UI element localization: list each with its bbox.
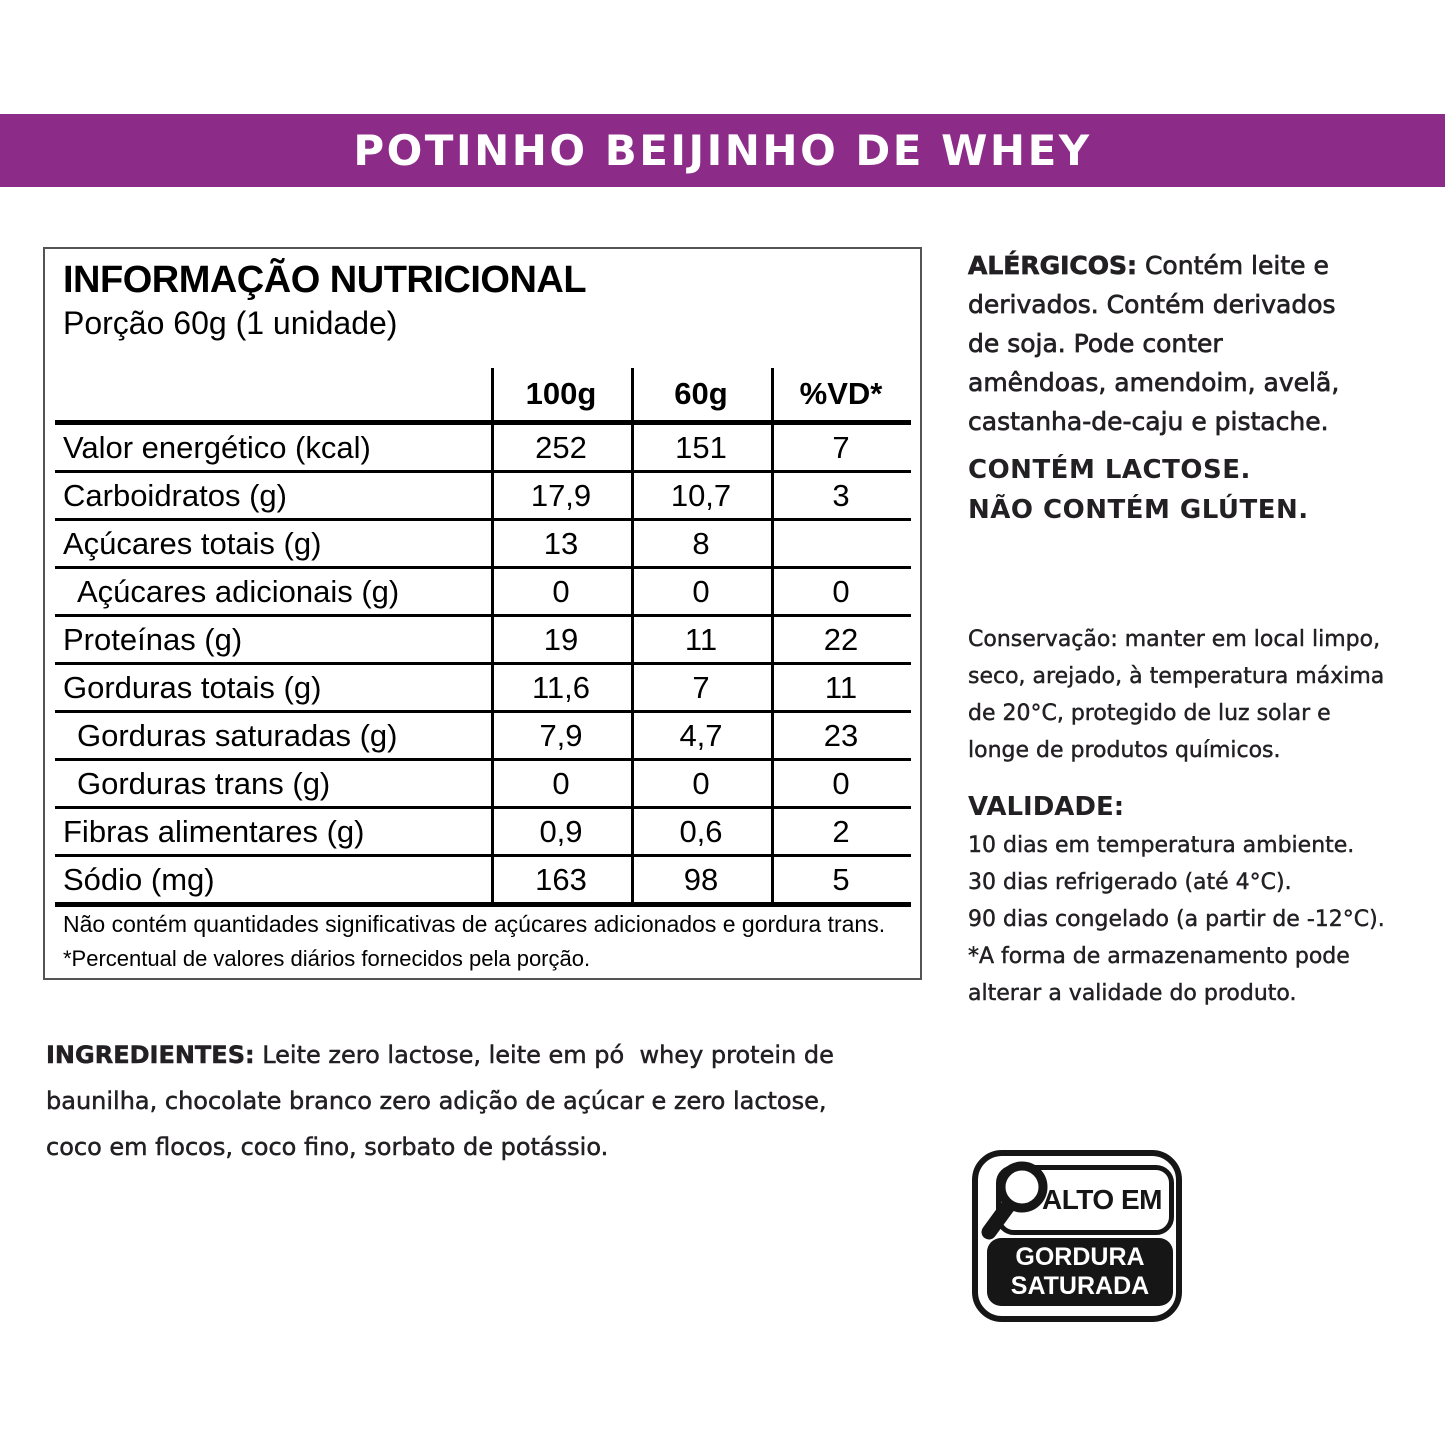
validity-section: VALIDADE: 10 dias em temperatura ambient… xyxy=(968,787,1385,1012)
table-header-row: 100g 60g %VD* xyxy=(55,368,911,425)
value-100g: 163 xyxy=(535,861,587,897)
table-row: Açúcares adicionais (g) 0 0 0 xyxy=(55,569,911,617)
value-100g: 252 xyxy=(535,429,587,465)
value-100g: 0 xyxy=(552,765,570,801)
value-vd: 0 xyxy=(832,765,850,801)
validity-line: *A forma de armazenamento pode xyxy=(968,944,1350,969)
value-vd: 0 xyxy=(832,573,850,609)
table-row: Valor energético (kcal) 252 151 7 xyxy=(55,425,911,473)
allergens-line: derivados. Contém derivados xyxy=(968,290,1336,320)
gordura-saturada-box: GORDURA SATURADA xyxy=(987,1238,1173,1306)
product-banner: POTINHO BEIJINHO DE WHEY xyxy=(0,114,1445,187)
table-row: Fibras alimentares (g) 0,9 0,6 2 xyxy=(55,809,911,857)
value-60g: 11 xyxy=(684,621,718,657)
ingredients-section: INGREDIENTES: Leite zero lactose, leite … xyxy=(46,1032,834,1170)
allergens-line: de soja. Pode conter xyxy=(968,329,1223,359)
allergens-section: ALÉRGICOS: Contém leite e derivados. Con… xyxy=(968,246,1340,441)
allergens-label: ALÉRGICOS: xyxy=(968,251,1138,281)
magnifier-icon xyxy=(981,1161,1048,1240)
lactose-gluten-section: CONTÉM LACTOSE. NÃO CONTÉM GLÚTEN. xyxy=(968,450,1309,530)
conservation-line: seco, arejado, à temperatura máxima xyxy=(968,664,1385,689)
table-row: Proteínas (g) 19 11 22 xyxy=(55,617,911,665)
value-60g: 4,7 xyxy=(679,717,723,753)
value-vd: 11 xyxy=(824,669,858,705)
value-60g: 0 xyxy=(692,765,710,801)
nutrient-label: Valor energético (kcal) xyxy=(63,429,371,465)
gluten-free-text: NÃO CONTÉM GLÚTEN. xyxy=(968,495,1309,525)
value-100g: 0,9 xyxy=(539,813,583,849)
nutrient-label: Fibras alimentares (g) xyxy=(63,813,365,849)
column-header-60g: 60g xyxy=(674,376,728,411)
nutrient-label: Sódio (mg) xyxy=(63,861,215,897)
nutrient-label: Gorduras trans (g) xyxy=(77,765,331,801)
table-row: Gorduras saturadas (g) 7,9 4,7 23 xyxy=(55,713,911,761)
nutrient-label: Gorduras saturadas (g) xyxy=(77,717,398,753)
high-in-saturated-fat-badge: ALTO EM GORDURA SATURADA xyxy=(972,1150,1182,1322)
value-60g: 7 xyxy=(692,669,710,705)
value-vd: 23 xyxy=(823,717,859,753)
product-title: POTINHO BEIJINHO DE WHEY xyxy=(353,126,1092,175)
value-60g: 0 xyxy=(692,573,710,609)
column-header-100g: 100g xyxy=(525,376,597,411)
allergens-line: ALÉRGICOS: Contém leite e xyxy=(968,251,1330,281)
value-vd: 5 xyxy=(832,861,850,897)
nutrient-label: Carboidratos (g) xyxy=(63,477,287,513)
table-row: Gorduras totais (g) 11,6 7 11 xyxy=(55,665,911,713)
value-100g: 13 xyxy=(543,525,579,561)
nutrient-label: Gorduras totais (g) xyxy=(63,669,322,705)
table-row: Sódio (mg) 163 98 5 xyxy=(55,857,911,907)
conservation-line: longe de produtos químicos. xyxy=(968,738,1281,763)
ingredients-line: INGREDIENTES: Leite zero lactose, leite … xyxy=(46,1041,834,1070)
table-footnote: Não contém quantidades significativas de… xyxy=(63,911,886,937)
column-header-vd: %VD* xyxy=(799,376,883,411)
value-60g: 151 xyxy=(675,429,727,465)
ingredients-line: coco em flocos, coco fino, sorbato de po… xyxy=(46,1133,609,1162)
nutrition-title: INFORMAÇÃO NUTRICIONAL xyxy=(63,259,587,301)
table-row: Gorduras trans (g) 0 0 0 xyxy=(55,761,911,809)
nutrient-label: Açúcares adicionais (g) xyxy=(77,573,400,609)
value-60g: 98 xyxy=(683,861,719,897)
contains-lactose-text: CONTÉM LACTOSE. xyxy=(968,455,1251,485)
conservation-section: Conservação: manter em local limpo, seco… xyxy=(968,621,1385,769)
value-100g: 11,6 xyxy=(531,669,591,705)
allergens-line: amêndoas, amendoim, avelã, xyxy=(968,368,1340,398)
serving-size: Porção 60g (1 unidade) xyxy=(63,305,398,341)
column-divider xyxy=(771,368,774,907)
validity-line: 10 dias em temperatura ambiente. xyxy=(968,833,1355,858)
nutrition-facts-panel: INFORMAÇÃO NUTRICIONAL Porção 60g (1 uni… xyxy=(43,247,922,980)
value-60g: 0,6 xyxy=(679,813,723,849)
ingredients-line: baunilha, chocolate branco zero adição d… xyxy=(46,1087,827,1116)
validity-line: alterar a validade do produto. xyxy=(968,981,1297,1006)
alto-em-box: ALTO EM xyxy=(996,1165,1174,1235)
ingredients-label: INGREDIENTES: xyxy=(46,1041,255,1070)
value-100g: 0 xyxy=(552,573,570,609)
conservation-line: de 20°C, protegido de luz solar e xyxy=(968,701,1331,726)
value-60g: 10,7 xyxy=(670,477,732,513)
value-vd: 22 xyxy=(823,621,859,657)
value-100g: 17,9 xyxy=(530,477,592,513)
validity-label: VALIDADE: xyxy=(968,792,1125,822)
value-vd: 7 xyxy=(832,429,850,465)
table-row: Carboidratos (g) 17,9 10,7 3 xyxy=(55,473,911,521)
column-divider xyxy=(631,368,634,907)
saturada-text: SATURADA xyxy=(1010,1272,1150,1300)
value-100g: 7,9 xyxy=(539,717,583,753)
value-vd: 3 xyxy=(832,477,850,513)
alto-em-text: ALTO EM xyxy=(1042,1184,1162,1215)
value-vd: 2 xyxy=(832,813,850,849)
validity-line: 90 dias congelado (a partir de -12°C). xyxy=(968,907,1385,932)
table-row: Açúcares totais (g) 13 8 xyxy=(55,521,911,569)
nutrition-table: 100g 60g %VD* Valor energético (kcal) 25… xyxy=(55,368,911,907)
table-footnote-percent: *Percentual de valores diários fornecido… xyxy=(63,946,591,971)
nutrient-label: Açúcares totais (g) xyxy=(63,525,322,561)
gordura-text: GORDURA xyxy=(1015,1243,1145,1271)
nutrient-label: Proteínas (g) xyxy=(63,621,243,657)
column-divider xyxy=(491,368,494,907)
validity-line: 30 dias refrigerado (até 4°C). xyxy=(968,870,1292,895)
value-60g: 8 xyxy=(692,525,710,561)
value-100g: 19 xyxy=(543,621,579,657)
allergens-line: castanha-de-caju e pistache. xyxy=(968,407,1329,437)
conservation-line: Conservação: manter em local limpo, xyxy=(968,627,1381,652)
